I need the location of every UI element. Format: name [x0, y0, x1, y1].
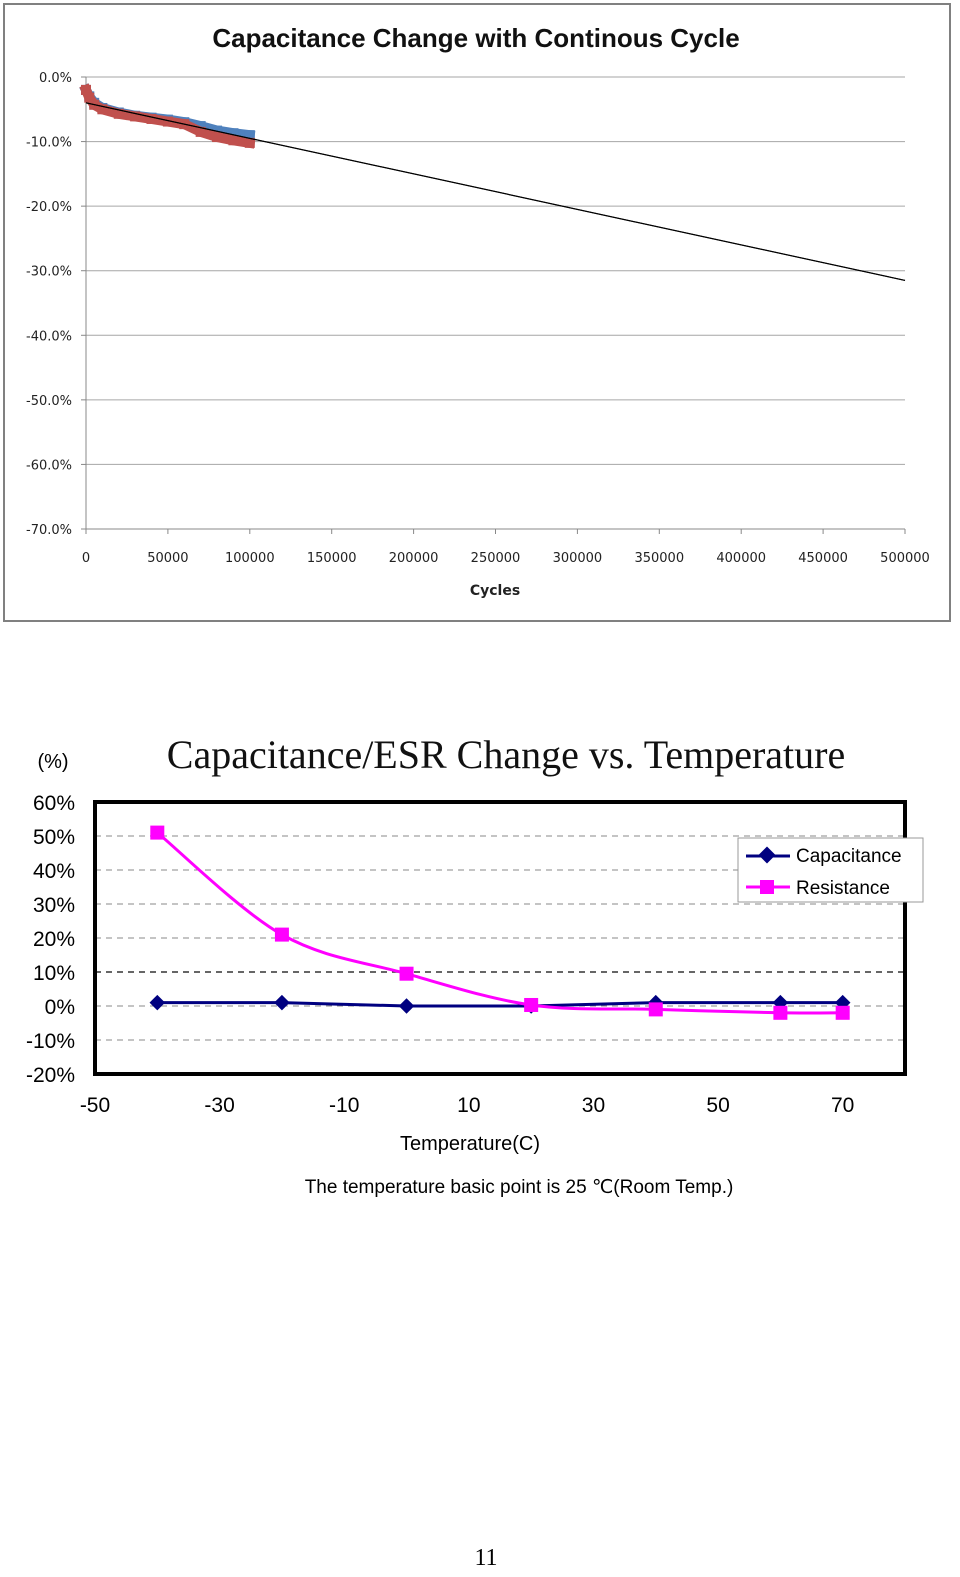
- chart2-y-tick-label: -20%: [26, 1064, 75, 1087]
- chart1-x-tick-label: 350000: [634, 551, 684, 566]
- legend-capacitance-label: Capacitance: [796, 846, 902, 867]
- chart2-resistance-marker: [524, 997, 539, 1012]
- chart1-y-tick-label: -30.0%: [26, 265, 72, 280]
- chart1-point: [244, 137, 255, 148]
- chart1-title: Capacitance Change with Continous Cycle: [212, 23, 739, 53]
- chart2-y-tick-label: 10%: [33, 962, 75, 985]
- chart1-y-tick-label: -60.0%: [26, 458, 72, 473]
- chart1-point: [212, 125, 223, 136]
- chart2-x-tick-label: -50: [80, 1094, 110, 1117]
- chart2-y-tick-label: 0%: [45, 996, 75, 1019]
- chart1-x-tick-labels: 0 50000 100000 150000 200000 250000 300000 3500…: [82, 551, 930, 566]
- chart1-point: [244, 130, 255, 141]
- chart2-series-line-capacitance: [157, 1001, 843, 1008]
- chart1-point: [84, 92, 95, 103]
- chart1-x-tick-label: 50000: [147, 551, 188, 566]
- chart1-x-tick-label: 450000: [798, 551, 848, 566]
- chart1-point: [113, 108, 124, 119]
- chart1-point: [228, 128, 239, 139]
- chart2-y-tick-label: 50%: [33, 826, 75, 849]
- chart1-point: [195, 121, 206, 132]
- chart2-series: [149, 825, 851, 1020]
- chart2-x-tick-label: 50: [706, 1094, 729, 1117]
- chart1-y-tick-label: -70.0%: [26, 523, 72, 538]
- chart1-y-tick-label: 0.0%: [39, 71, 72, 86]
- chart2-resistance-marker: [150, 825, 165, 840]
- chart2-resistance-marker: [773, 1005, 788, 1020]
- chart2-legend: Capacitance Resistance: [737, 837, 924, 903]
- chart2-x-tick-label: 10: [457, 1094, 480, 1117]
- chart1-x-tick-label: 0: [82, 551, 90, 566]
- chart1-x-tick-label: 300000: [553, 551, 603, 566]
- chart2-resistance-marker: [835, 1005, 850, 1020]
- chart2-x-tick-label: -10: [329, 1094, 359, 1117]
- chart2-y-tick-label: 40%: [33, 860, 75, 883]
- chart1-point: [212, 132, 223, 143]
- chart2-resistance-marker: [399, 966, 414, 981]
- chart1-x-tick-label: 500000: [880, 551, 930, 566]
- chart1-y-tick-label: -40.0%: [26, 329, 72, 344]
- chart1-x-tick-label: 400000: [716, 551, 766, 566]
- footnote: The temperature basic point is 25 ℃(Room…: [305, 1177, 734, 1198]
- chart1-x-axis-label: Cycles: [470, 583, 520, 599]
- chart2-y-tick-label: 30%: [33, 894, 75, 917]
- chart2-y-tick-label: -10%: [26, 1030, 75, 1053]
- chart1-frame: [3, 3, 951, 622]
- chart1-point: [81, 84, 91, 95]
- chart1-y-tick-label: -10.0%: [26, 136, 72, 151]
- chart2-x-axis-label: Temperature(C): [400, 1133, 540, 1155]
- chart2-x-tick-label: 70: [831, 1094, 854, 1117]
- chart1-x-tick-label: 200000: [389, 551, 439, 566]
- legend-resistance-marker: [760, 880, 774, 894]
- chart1-x-tick-label: 250000: [471, 551, 521, 566]
- chart1-point: [130, 111, 141, 122]
- legend-capacitance-marker: [758, 846, 776, 864]
- chart2-resistance-marker: [274, 927, 289, 942]
- chart2-x-tick-labels: -50 -30 -10 10 30 50 70: [80, 1094, 855, 1117]
- chart2-y-tick-label: 20%: [33, 928, 75, 951]
- chart1-y-tick-label: -50.0%: [26, 394, 72, 409]
- chart1-axes: [85, 77, 906, 534]
- chart1-point: [97, 104, 108, 115]
- chart1-trend-line-overlay: [85, 102, 906, 281]
- page-number: 11: [474, 1545, 497, 1571]
- chart2-capacitance-marker: [398, 998, 415, 1014]
- chart2-x-tick-label: -30: [204, 1094, 234, 1117]
- chart1-series: [79, 83, 906, 281]
- chart2-capacitance-marker: [149, 994, 166, 1011]
- legend-resistance-label: Resistance: [796, 878, 890, 899]
- chart1-x-tick-label: 150000: [307, 551, 357, 566]
- chart1-y-tick-label: -20.0%: [26, 200, 72, 215]
- chart2-unit-label: (%): [37, 751, 68, 773]
- chart1-point: [195, 126, 206, 137]
- chart1-x-tick-label: 100000: [225, 551, 275, 566]
- chart1-point: [146, 113, 157, 124]
- chart2-x-tick-label: 30: [582, 1094, 605, 1117]
- chart2-y-tick-labels: 60% 50% 40% 30% 20% 10% 0% -10% -20%: [26, 792, 75, 1087]
- chart2-plot-border: [93, 800, 907, 1076]
- chart2-y-tick-label: 60%: [33, 792, 75, 815]
- chart1-y-tick-labels: 0.0% -10.0% -20.0% -30.0% -40.0% -50.0% -60.0%…: [26, 71, 72, 538]
- chart1-point: [162, 116, 173, 127]
- chart2-capacitance-marker: [274, 994, 290, 1011]
- chart2-title: Capacitance/ESR Change vs. Temperature: [167, 732, 845, 777]
- chart2-resistance-marker: [648, 1002, 663, 1017]
- chart1-point: [228, 135, 239, 146]
